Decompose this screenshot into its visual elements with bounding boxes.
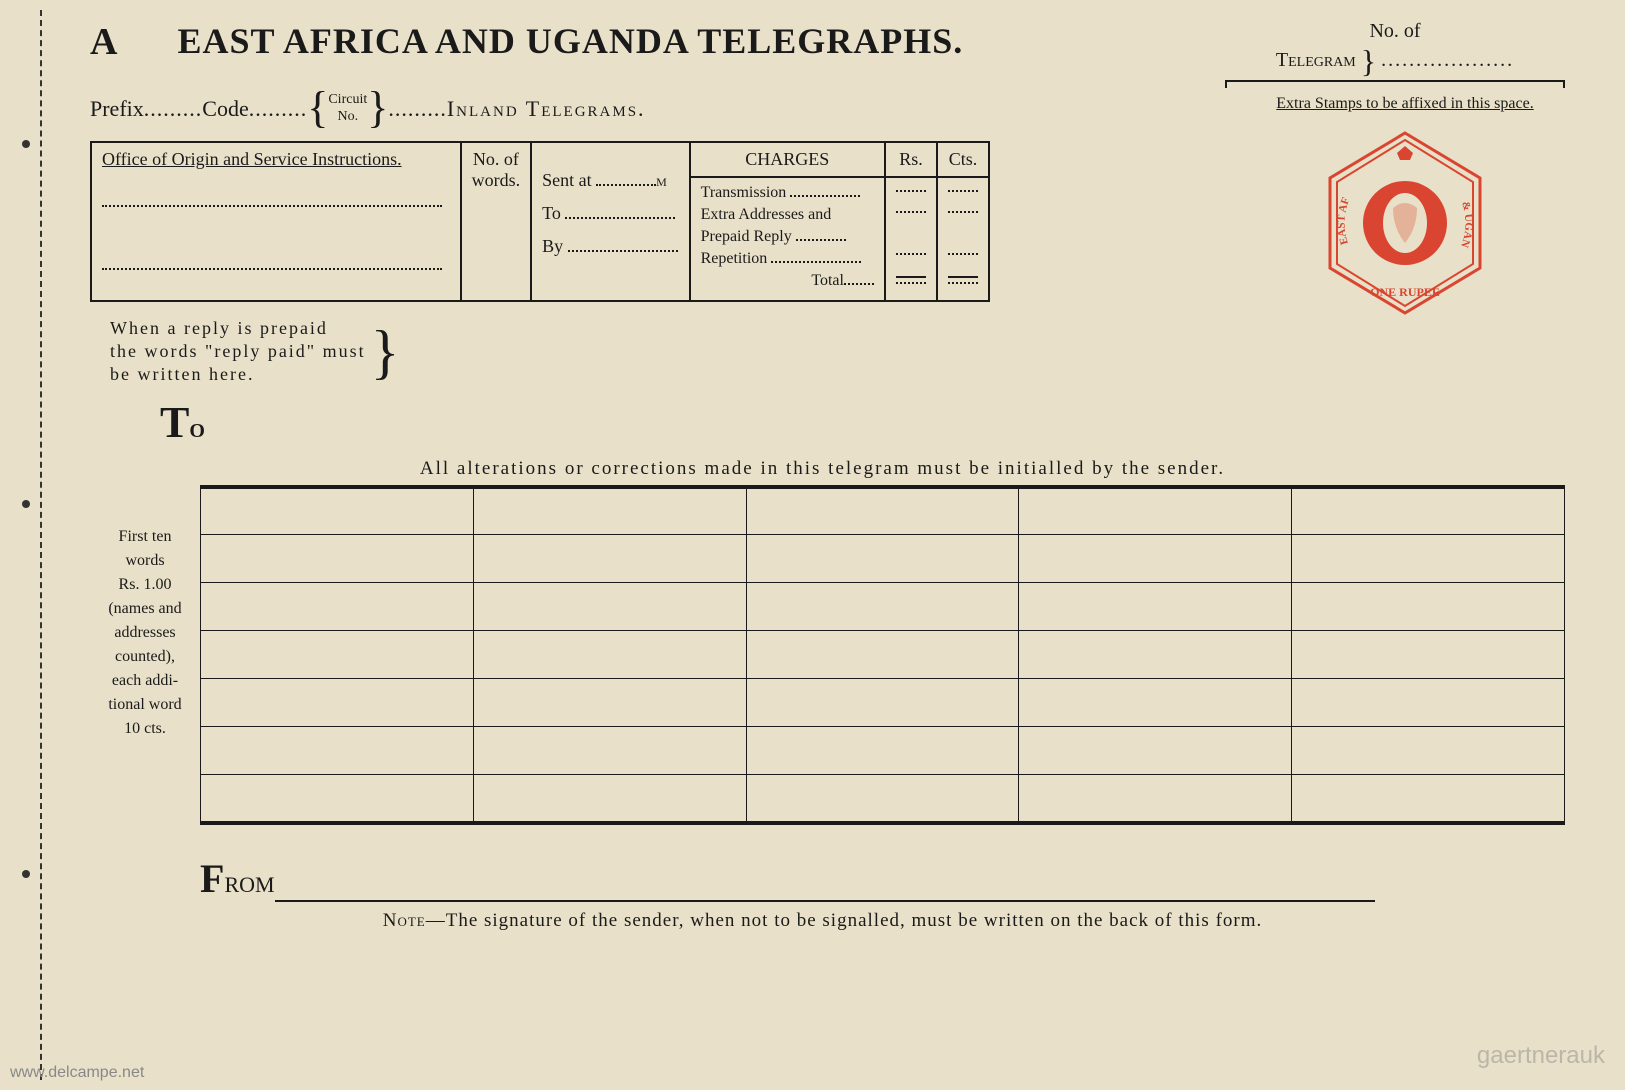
origin-line-2[interactable] xyxy=(102,268,442,270)
reply-line-3: be written here. xyxy=(110,363,366,386)
footer-note: Note—The signature of the sender, when n… xyxy=(60,910,1585,932)
rate-5: addresses xyxy=(90,621,200,645)
message-section: First ten words Rs. 1.00 (names and addr… xyxy=(90,485,1565,825)
rate-9: 10 cts. xyxy=(90,717,200,741)
info-table: Office of Origin and Service Instruction… xyxy=(90,141,990,302)
circuit-group: { Circuit No. } xyxy=(307,92,388,126)
from-line: From xyxy=(200,855,1585,902)
to-line: To xyxy=(160,397,1585,448)
svg-text:EAST AFRICA: EAST AFRICA xyxy=(1315,128,1352,246)
to-label-small: To xyxy=(542,203,561,223)
reply-line-1: When a reply is prepaid xyxy=(110,317,366,340)
punch-hole xyxy=(22,140,30,148)
by-field[interactable] xyxy=(568,250,678,252)
svg-text:ONE RUPEE: ONE RUPEE xyxy=(1370,285,1440,299)
extra-addr-1: Extra Addresses and xyxy=(701,206,832,223)
stamp-area: Extra Stamps to be affixed in this space… xyxy=(1235,95,1575,323)
prefix-label: Prefix xyxy=(90,96,144,122)
total-dots xyxy=(844,283,874,285)
circuit-field[interactable]: ......... xyxy=(388,96,447,122)
code-label: Code xyxy=(202,96,248,122)
repetition-label: Repetition xyxy=(701,250,768,267)
bracket-underline xyxy=(1225,80,1565,82)
to-label: o xyxy=(189,413,205,444)
punch-hole xyxy=(22,500,30,508)
open-brace-icon: { xyxy=(307,93,328,124)
rate-6: counted), xyxy=(90,645,200,669)
close-brace-icon: } xyxy=(367,93,388,124)
alteration-note: All alterations or corrections made in t… xyxy=(60,458,1585,480)
reply-brace-icon: } xyxy=(371,334,402,370)
note-prefix: Note xyxy=(383,910,426,931)
code-field[interactable]: ......... xyxy=(249,96,308,122)
sent-at-label: Sent at xyxy=(542,170,592,190)
reply-line-2: the words "reply paid" must xyxy=(110,340,366,363)
from-label: rom xyxy=(224,863,274,899)
stamp-instruction: Extra Stamps to be affixed in this space… xyxy=(1235,95,1575,113)
cts-values[interactable] xyxy=(937,177,989,301)
words-label-1: No. of xyxy=(473,149,519,169)
perforation-line xyxy=(40,10,42,1080)
transmission-label: Transmission xyxy=(701,184,787,201)
rate-7: each addi- xyxy=(90,669,200,693)
cts-header: Cts. xyxy=(937,142,989,177)
extra-dots xyxy=(796,239,846,241)
stamp-image: ONE RUPEE EAST AFRICA & UGANDA xyxy=(1315,128,1495,318)
rate-1: First ten xyxy=(90,525,200,549)
rate-4: (names and xyxy=(90,597,200,621)
circuit-no-label: No. xyxy=(328,109,367,126)
origin-cell[interactable]: Office of Origin and Service Instruction… xyxy=(91,142,461,301)
sent-cell: Sent at M To By xyxy=(531,142,690,301)
to-field[interactable] xyxy=(565,217,675,219)
transmission-dots xyxy=(790,195,860,197)
telegram-no-field[interactable]: ................... xyxy=(1381,49,1514,71)
rate-2: words xyxy=(90,549,200,573)
punch-hole xyxy=(22,870,30,878)
rs-header: Rs. xyxy=(885,142,937,177)
total-label: Total xyxy=(811,272,844,289)
words-label-2: words. xyxy=(472,170,521,190)
brace-icon: } xyxy=(1361,43,1376,79)
from-field[interactable] xyxy=(275,900,1375,902)
rate-label: First ten words Rs. 1.00 (names and addr… xyxy=(90,485,200,825)
rate-3: Rs. 1.00 xyxy=(90,573,200,597)
telegram-no-label: No. of xyxy=(1369,20,1420,42)
circuit-label: Circuit xyxy=(328,92,367,109)
sent-m: M xyxy=(656,175,667,189)
telegram-number-section: No. of Telegram } ................... xyxy=(1225,20,1565,82)
message-grid[interactable] xyxy=(200,485,1565,825)
extra-addr-2: Prepaid Reply xyxy=(701,228,792,245)
sent-at-field[interactable] xyxy=(596,184,656,186)
words-cell[interactable]: No. of words. xyxy=(461,142,532,301)
by-label: By xyxy=(542,236,563,256)
main-title: EAST AFRICA AND UGANDA TELEGRAPHS. xyxy=(177,20,1225,62)
form-letter: A xyxy=(90,20,117,64)
telegram-label: Telegram xyxy=(1276,49,1356,71)
charges-cell: Transmission Extra Addresses and Prepaid… xyxy=(690,177,885,301)
origin-label: Office of Origin and Service Instruction… xyxy=(102,149,402,169)
watermark-gaertner: gaertnerauk xyxy=(1477,1042,1605,1070)
origin-line-1[interactable] xyxy=(102,205,442,207)
repetition-dots xyxy=(771,261,861,263)
prefix-field[interactable]: ......... xyxy=(144,96,203,122)
rs-values[interactable] xyxy=(885,177,937,301)
charges-header: CHARGES xyxy=(690,142,885,177)
rate-8: tional word xyxy=(90,693,200,717)
reply-note: When a reply is prepaid the words "reply… xyxy=(110,317,1585,387)
watermark-delcampe: www.delcampe.net xyxy=(10,1064,144,1082)
note-text: —The signature of the sender, when not t… xyxy=(426,910,1263,931)
header-row: A EAST AFRICA AND UGANDA TELEGRAPHS. No.… xyxy=(90,20,1585,82)
inland-telegrams-label: Inland Telegrams. xyxy=(447,96,646,122)
